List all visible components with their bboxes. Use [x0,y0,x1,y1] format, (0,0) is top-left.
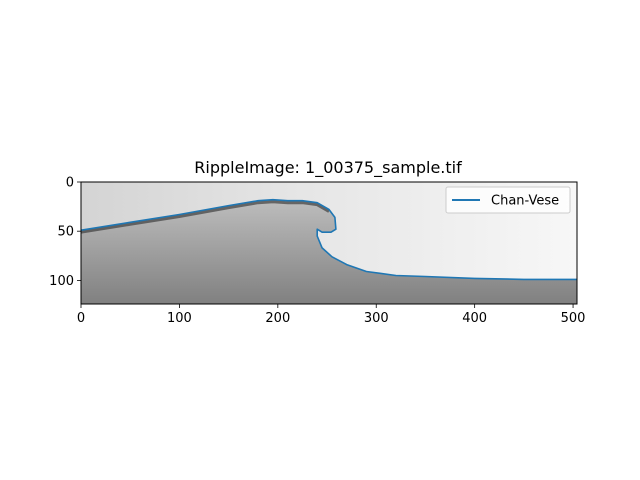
legend: Chan-Vese [445,186,571,214]
legend-label-chan-vese: Chan-Vese [491,194,559,209]
x-tick-label: 300 [364,311,389,326]
series-line-chan-vese [81,198,577,281]
x-axis: 0 100 200 300 400 500 [77,304,586,326]
x-tick-label: 500 [561,311,586,326]
y-tick-label: 50 [57,225,74,240]
legend-box [445,186,571,214]
x-tick-label: 200 [265,311,290,326]
axes-frame [80,181,578,305]
y-tick-label: 0 [66,176,74,191]
chart-title: RippleImage: 1_00375_sample.tif [194,158,462,178]
y-tick-label: 100 [49,274,74,289]
x-tick-label: 0 [77,311,85,326]
x-tick-label: 400 [462,311,487,326]
y-axis: 0 50 100 [49,176,81,289]
background-image-edge [81,200,330,234]
x-tick-label: 100 [167,311,192,326]
